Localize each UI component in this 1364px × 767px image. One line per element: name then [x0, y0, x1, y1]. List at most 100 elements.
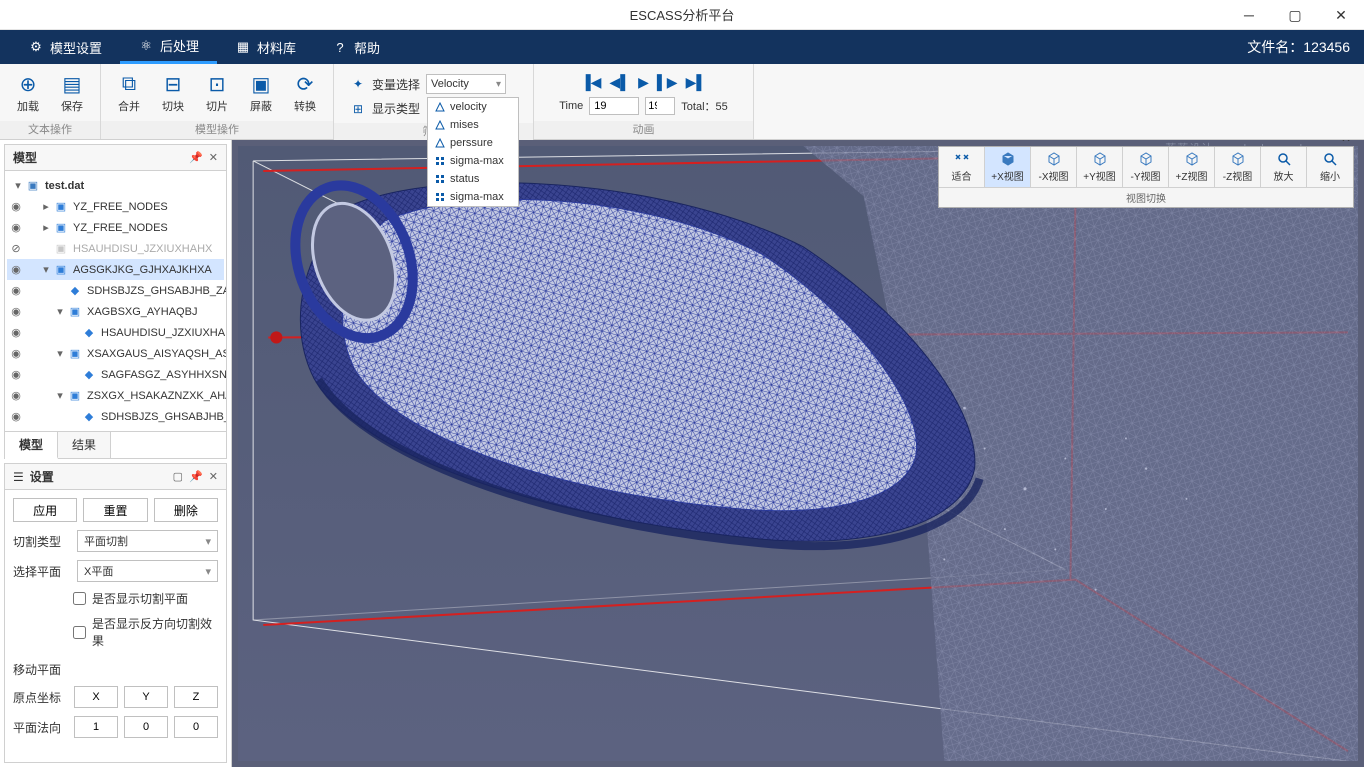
- show-cut-plane-checkbox[interactable]: [73, 592, 86, 605]
- reset-button[interactable]: 重置: [83, 498, 147, 522]
- viewport-canvas[interactable]: [238, 146, 1358, 761]
- expand-icon[interactable]: ▾: [11, 179, 25, 192]
- view-btn-8[interactable]: 缩小: [1307, 147, 1353, 187]
- visibility-icon[interactable]: ◉: [7, 305, 25, 318]
- tree-item[interactable]: ◉▸▣YZ_FREE_NODES: [7, 217, 224, 238]
- anim-next-button[interactable]: ▌▶: [657, 74, 678, 91]
- view-btn-4[interactable]: -Y视图: [1123, 147, 1169, 187]
- dropdown-item[interactable]: mises: [428, 116, 518, 134]
- chevron-down-icon: ▾: [205, 565, 211, 578]
- tree-tab[interactable]: 模型: [5, 432, 58, 459]
- visibility-icon[interactable]: ◉: [7, 347, 25, 360]
- view-btn-3[interactable]: +Y视图: [1077, 147, 1123, 187]
- dropdown-item[interactable]: status: [428, 170, 518, 188]
- expand-icon[interactable]: ▾: [53, 305, 67, 318]
- tree-item[interactable]: ◉◆SDHSBJZS_GHSABJHB_ZAHU: [7, 406, 224, 427]
- tree-item[interactable]: ◉▾▣XAGBSXG_AYHAQBJ: [7, 301, 224, 322]
- menu-icon: ▦: [235, 39, 251, 55]
- origin-x-input[interactable]: [74, 686, 118, 708]
- pin-icon[interactable]: 📌: [189, 151, 203, 164]
- window-controls: ─ ▢ ✕: [1226, 0, 1364, 29]
- expand-icon[interactable]: ▸: [39, 221, 53, 234]
- view-btn-7[interactable]: 放大: [1261, 147, 1307, 187]
- dropdown-item[interactable]: perssure: [428, 134, 518, 152]
- tree-item[interactable]: ◉◆SAGFASGZ_ASYHHXSN: [7, 364, 224, 385]
- visibility-icon[interactable]: ⊘: [7, 242, 25, 255]
- maximize-button[interactable]: ▢: [1272, 0, 1318, 30]
- visibility-icon[interactable]: ◉: [7, 410, 25, 423]
- restore-icon[interactable]: ▢: [173, 470, 183, 483]
- tool-cutblock[interactable]: ⊟切块: [151, 68, 195, 118]
- anim-play-button[interactable]: ▶: [638, 74, 649, 91]
- tree-item[interactable]: ◉▾▣XSAXGAUS_AISYAQSH_ASHX: [7, 343, 224, 364]
- model-tree-panel: 模型 📌 ✕ ▾▣test.dat◉▸▣YZ_FREE_NODES◉▸▣YZ_F…: [4, 144, 227, 459]
- tool-save[interactable]: ▤保存: [50, 68, 94, 118]
- normal-z-input[interactable]: [174, 716, 218, 738]
- cut-type-select[interactable]: 平面切割 ▾: [77, 530, 218, 552]
- tool-convert[interactable]: ⟳转换: [283, 68, 327, 118]
- origin-y-input[interactable]: [124, 686, 168, 708]
- expand-icon[interactable]: ▸: [39, 200, 53, 213]
- tool-mask[interactable]: ▣屏蔽: [239, 68, 283, 118]
- menu-item-1[interactable]: ⚛后处理: [120, 30, 217, 64]
- tree-root[interactable]: ▾▣test.dat: [7, 175, 224, 196]
- cube-view-icon: [1229, 152, 1247, 166]
- tool-merge[interactable]: ⧉合并: [107, 68, 151, 118]
- normal-x-input[interactable]: [74, 716, 118, 738]
- tree-item[interactable]: ◉▸▣YZ_FREE_NODES: [7, 196, 224, 217]
- show-reverse-checkbox[interactable]: [73, 626, 86, 639]
- visibility-icon[interactable]: ◉: [7, 326, 25, 339]
- tree-item[interactable]: ◉▾▣AGSGKJKG_GJHXAJKHXA: [7, 259, 224, 280]
- tool-load[interactable]: ⊕加载: [6, 68, 50, 118]
- view-btn-0[interactable]: 适合: [939, 147, 985, 187]
- visibility-icon[interactable]: ◉: [7, 221, 25, 234]
- tree-item[interactable]: ◉◆SDHSBJZS_GHSABJHB_ZAHU: [7, 280, 224, 301]
- expand-icon[interactable]: ▾: [53, 347, 67, 360]
- expand-icon[interactable]: ▾: [39, 263, 53, 276]
- view-toolbar-close-icon[interactable]: ✕: [1341, 140, 1351, 145]
- view-btn-2[interactable]: -X视图: [1031, 147, 1077, 187]
- view-btn-1[interactable]: +X视图: [985, 147, 1031, 187]
- normal-y-input[interactable]: [124, 716, 168, 738]
- tree-item[interactable]: ◉▾▣ZSXGX_HSAKAZNZXK_AHASX: [7, 385, 224, 406]
- ribbon: ⊕加载▤保存 文本操作 ⧉合并⊟切块⊡切片▣屏蔽⟳转换 模型操作 ✦ 变量选择 …: [0, 64, 1364, 140]
- leaf-icon: ◆: [81, 367, 97, 383]
- origin-z-input[interactable]: [174, 686, 218, 708]
- anim-last-button[interactable]: ▶▌: [686, 74, 707, 91]
- pin-icon[interactable]: 📌: [189, 470, 203, 483]
- variable-select[interactable]: Velocity ▾ velocitymisesperssuresigma-ma…: [426, 74, 506, 94]
- panel-close-icon[interactable]: ✕: [209, 470, 218, 483]
- menu-item-3[interactable]: ?帮助: [314, 30, 398, 64]
- cube-icon: ▣: [53, 220, 69, 236]
- expand-icon[interactable]: ▾: [53, 389, 67, 402]
- tool-slice[interactable]: ⊡切片: [195, 68, 239, 118]
- visibility-icon[interactable]: ◉: [7, 368, 25, 381]
- close-button[interactable]: ✕: [1318, 0, 1364, 30]
- tree-item[interactable]: ⊘▣HSAUHDISU_JZXIUXHAHX: [7, 238, 224, 259]
- visibility-icon[interactable]: ◉: [7, 200, 25, 213]
- dropdown-item[interactable]: sigma-max: [428, 188, 518, 206]
- anim-prev-button[interactable]: ◀▌: [609, 74, 630, 91]
- time-spinner[interactable]: [645, 97, 675, 115]
- panel-close-icon[interactable]: ✕: [209, 151, 218, 164]
- view-btn-5[interactable]: +Z视图: [1169, 147, 1215, 187]
- delete-button[interactable]: 删除: [154, 498, 218, 522]
- anim-first-button[interactable]: ▐◀: [581, 74, 602, 91]
- menu-item-0[interactable]: ⚙模型设置: [10, 30, 120, 64]
- dropdown-item[interactable]: sigma-max: [428, 152, 518, 170]
- dropdown-item[interactable]: velocity: [428, 98, 518, 116]
- visibility-icon[interactable]: ◉: [7, 284, 25, 297]
- plane-select[interactable]: X平面 ▾: [77, 560, 218, 582]
- variable-dropdown: velocitymisesperssuresigma-maxstatussigm…: [427, 97, 519, 207]
- viewport[interactable]: 蓝蓝设计www.lanlanwork.com: [232, 140, 1364, 767]
- time-input[interactable]: [589, 97, 639, 115]
- tree-item[interactable]: ◉◆HSAUHDISU_JZXIUXHAHX: [7, 322, 224, 343]
- view-btn-6[interactable]: -Z视图: [1215, 147, 1261, 187]
- menu-item-2[interactable]: ▦材料库: [217, 30, 314, 64]
- visibility-icon[interactable]: ◉: [7, 263, 25, 276]
- visibility-icon[interactable]: ◉: [7, 389, 25, 402]
- apply-button[interactable]: 应用: [13, 498, 77, 522]
- cube-icon: ▣: [53, 199, 69, 215]
- minimize-button[interactable]: ─: [1226, 0, 1272, 30]
- tree-tab[interactable]: 结果: [58, 432, 111, 458]
